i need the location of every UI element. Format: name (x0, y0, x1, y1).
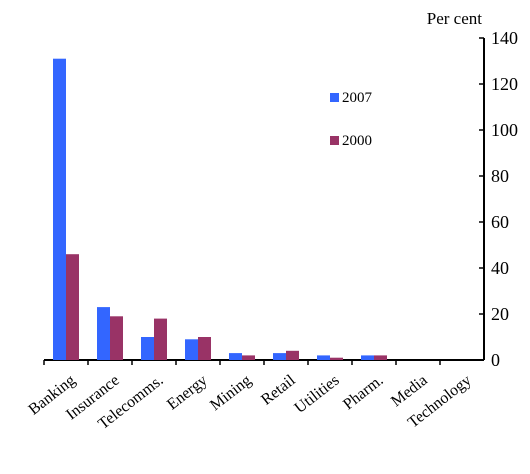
legend-swatch-2000 (330, 136, 339, 145)
bar-2000-telecomms (154, 318, 167, 360)
legend-label-2007: 2007 (342, 90, 373, 106)
legend-swatch-2007 (330, 93, 339, 102)
legend: 2007 2000 (330, 90, 373, 149)
y-tick-label: 140 (491, 28, 518, 48)
bar-2007-pharm (361, 355, 374, 360)
category-label: Mining (207, 372, 255, 414)
y-tick-label: 40 (491, 258, 509, 278)
y-tick-labels: 0 20 40 60 80 100 120 140 (491, 28, 518, 370)
y-tick-label: 0 (491, 350, 500, 370)
bar-2000-insurance (110, 316, 123, 360)
bar-2007-retail (273, 353, 286, 360)
bar-2000-retail (286, 350, 299, 360)
y-tick-label: 60 (491, 212, 509, 232)
bar-2007-mining (229, 353, 242, 360)
y-tick-label: 120 (491, 74, 518, 94)
category-label: Pharm. (340, 372, 387, 414)
bars (53, 58, 387, 360)
bar-2007-banking (53, 58, 66, 360)
bar-2007-energy (185, 339, 198, 360)
bar-2007-insurance (97, 307, 110, 360)
bar-2000-energy (198, 337, 211, 360)
bar-2000-mining (242, 355, 255, 360)
legend-label-2000: 2000 (342, 133, 372, 149)
category-label: Energy (164, 372, 211, 414)
bar-2007-utilities (317, 355, 330, 360)
y-tick-label: 80 (491, 166, 509, 186)
y-tick-label: 20 (491, 304, 509, 324)
category-label: Utilities (292, 372, 343, 417)
bar-2007-telecomms (141, 337, 154, 360)
bar-2000-utilities (330, 357, 343, 360)
bar-2000-banking (66, 254, 79, 360)
y-axis-unit-label: Per cent (427, 9, 483, 28)
bar-2000-pharm (374, 355, 387, 360)
y-tick-label: 100 (491, 120, 518, 140)
